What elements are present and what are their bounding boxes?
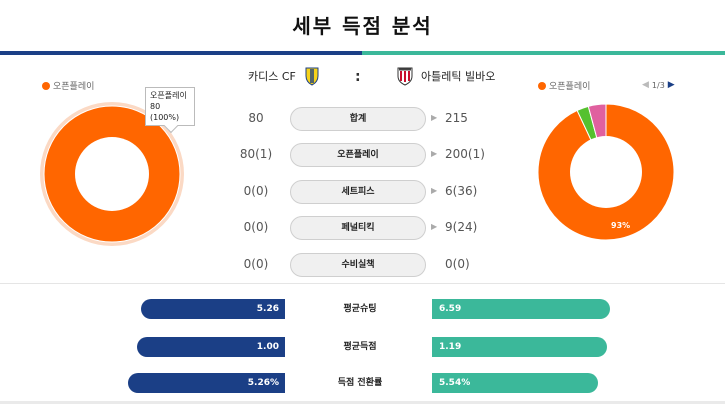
away-team-name: 아틀레틱 빌바오	[421, 70, 496, 83]
stat-away-value: 215	[445, 111, 468, 125]
away-donut-data-label: 93%	[611, 221, 630, 230]
away-team[interactable]: 아틀레틱 빌바오	[395, 66, 495, 86]
stat-row-set-piece: 0(0) 세트피스 ▶ 6(36)	[220, 180, 500, 204]
away-comparison-bar: 1.19	[432, 337, 607, 357]
stat-button-total[interactable]: 합계	[290, 107, 426, 131]
away-comparison-bar: 5.54%	[432, 373, 598, 393]
stat-home-value: 80(1)	[239, 147, 273, 161]
home-comparison-bar: 1.00	[137, 337, 285, 357]
tooltip-label: 오픈플레이	[150, 91, 187, 100]
chart-tooltip: 오픈플레이 80 (100%)	[145, 87, 195, 126]
home-team[interactable]: 카디스 CF	[248, 66, 322, 86]
legend-left: 오픈플레이	[42, 79, 94, 92]
stat-row-own-goal: 0(0) 수비실책 0(0)	[220, 253, 500, 277]
stat-row-total: 80 합계 ▶ 215	[220, 107, 500, 131]
stat-home-value: 80	[248, 111, 264, 125]
header: 세부 득점 분석	[0, 0, 725, 54]
stat-button-penalty[interactable]: 페널티킥	[290, 216, 426, 240]
stat-home-value: 0(0)	[243, 220, 269, 234]
triangle-right-icon: ▶	[431, 113, 438, 122]
home-team-name: 카디스 CF	[248, 70, 296, 83]
stat-button-open-play[interactable]: 오픈플레이	[290, 143, 426, 167]
athletic-bilbao-crest-icon	[397, 67, 413, 86]
stat-row-penalty: 0(0) 페널티킥 ▶ 9(24)	[220, 216, 500, 240]
pager-count: 1/3	[651, 80, 665, 90]
triangle-right-icon: ▶	[431, 222, 438, 231]
triangle-right-icon[interactable]: ▶	[667, 80, 675, 90]
stat-home-value: 0(0)	[243, 257, 269, 271]
triangle-left-icon[interactable]: ◀	[642, 80, 649, 90]
away-color-rule	[362, 51, 725, 55]
triangle-right-icon: ▶	[431, 149, 438, 158]
legend-dot-icon	[538, 81, 546, 90]
away-comparison-bar: 6.59	[432, 299, 610, 319]
home-comparison-bar: 5.26	[141, 299, 285, 319]
home-donut-hole	[75, 137, 149, 211]
pager: ◀ 1/3 ▶	[642, 80, 675, 90]
home-donut-chart[interactable]	[37, 99, 187, 249]
comparison-row-conversion: 5.26% 득점 전환률 5.54%	[0, 373, 725, 393]
comparison-label: 평균슈팅	[343, 304, 377, 314]
comparison-row-avg-shots: 5.26 평균슈팅 6.59	[0, 299, 725, 319]
comparison-row-avg-goals: 1.00 평균득점 1.19	[0, 337, 725, 357]
stat-away-value: 6(36)	[445, 184, 478, 198]
legend-right-label: 오픈플레이	[549, 82, 591, 92]
page-title: 세부 득점 분석	[292, 14, 433, 38]
stat-row-open-play: 80(1) 오픈플레이 ▶ 200(1)	[220, 143, 500, 167]
stat-away-value: 9(24)	[445, 220, 478, 234]
footer-rule	[0, 401, 725, 404]
stat-home-value: 0(0)	[243, 184, 269, 198]
cadiz-crest-icon	[305, 67, 319, 86]
home-comparison-bar: 5.26%	[128, 373, 285, 393]
stat-away-value: 0(0)	[445, 257, 470, 271]
stat-button-set-piece[interactable]: 세트피스	[290, 180, 426, 204]
legend-right: 오픈플레이	[538, 79, 590, 92]
away-donut-hole	[570, 136, 642, 208]
score-separator: :	[355, 69, 361, 85]
triangle-right-icon: ▶	[431, 186, 438, 195]
stat-button-own-goal[interactable]: 수비실책	[290, 253, 426, 277]
comparison-label: 득점 전환률	[337, 378, 383, 388]
tooltip-value: 80 (100%)	[150, 102, 180, 122]
away-donut-chart[interactable]: 93%	[536, 102, 676, 242]
section-divider	[0, 283, 725, 284]
legend-dot-icon	[42, 81, 50, 90]
legend-left-label: 오픈플레이	[53, 82, 95, 92]
home-color-rule	[0, 51, 362, 55]
stat-away-value: 200(1)	[445, 147, 485, 161]
comparison-label: 평균득점	[343, 342, 377, 352]
